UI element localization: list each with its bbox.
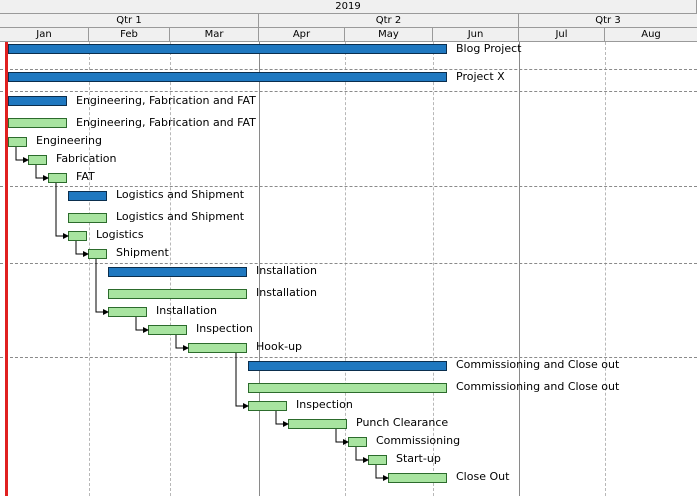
- label-project-x: Project X: [456, 70, 505, 83]
- gridline-apr: [259, 42, 260, 496]
- label-installation-baseline: Installation: [256, 286, 317, 299]
- label-close-out: Close Out: [456, 470, 510, 483]
- label-logistics-and-shipment-baseline: Logistics and Shipment: [116, 210, 245, 223]
- task-bar-engineering[interactable]: [8, 137, 27, 147]
- label-logistics-and-shipment: Logistics and Shipment: [116, 188, 245, 201]
- label-logistics: Logistics: [96, 228, 144, 241]
- month-header-feb: Feb: [89, 28, 170, 42]
- gridline-jul: [519, 42, 520, 496]
- label-inspection-2: Inspection: [296, 398, 353, 411]
- separator: [0, 263, 697, 264]
- month-header-jun: Jun: [433, 28, 519, 42]
- separator: [0, 69, 697, 70]
- month-header-jul: Jul: [519, 28, 605, 42]
- label-engineering-fabrication-fat: Engineering, Fabrication and FAT: [76, 94, 256, 107]
- month-header-jan: Jan: [0, 28, 89, 42]
- gridline-may: [345, 42, 346, 496]
- separator: [0, 186, 697, 187]
- label-installation-summary: Installation: [256, 264, 317, 277]
- gridline-jun: [433, 42, 434, 496]
- baseline-bar-installation[interactable]: [108, 289, 247, 299]
- label-fat: FAT: [76, 170, 95, 183]
- label-inspection: Inspection: [196, 322, 253, 335]
- label-shipment: Shipment: [116, 246, 169, 259]
- baseline-bar-commissioning-and-close-out[interactable]: [248, 383, 447, 393]
- quarter-header-q2: Qtr 2: [259, 14, 519, 28]
- quarter-header-q1: Qtr 1: [0, 14, 259, 28]
- label-punch-clearance: Punch Clearance: [356, 416, 449, 429]
- gridline-feb: [89, 42, 90, 496]
- label-engineering: Engineering: [36, 134, 102, 147]
- baseline-bar-engineering-fabrication-fat[interactable]: [8, 118, 67, 128]
- label-start-up: Start-up: [396, 452, 441, 465]
- summary-bar-commissioning-and-close-out[interactable]: [248, 361, 447, 371]
- summary-bar-engineering-fabrication-fat[interactable]: [8, 96, 67, 106]
- label-engineering-fabrication-fat-baseline: Engineering, Fabrication and FAT: [76, 116, 256, 129]
- summary-bar-installation[interactable]: [108, 267, 247, 277]
- summary-bar-logistics-and-shipment[interactable]: [68, 191, 107, 201]
- baseline-bar-logistics-and-shipment[interactable]: [68, 213, 107, 223]
- label-hook-up: Hook-up: [256, 340, 303, 353]
- label-commissioning-and-close-out: Commissioning and Close out: [456, 358, 620, 371]
- label-blog-project: Blog Project: [456, 42, 522, 55]
- label-commissioning-and-close-out-baseline: Commissioning and Close out: [456, 380, 620, 393]
- month-header-may: May: [345, 28, 433, 42]
- label-fabrication: Fabrication: [56, 152, 117, 165]
- quarter-header-q3: Qtr 3: [519, 14, 697, 28]
- separator: [0, 91, 697, 92]
- summary-bar-blog-project[interactable]: [8, 44, 447, 54]
- month-header-mar: Mar: [170, 28, 259, 42]
- label-installation: Installation: [156, 304, 217, 317]
- separator: [0, 357, 697, 358]
- month-header-apr: Apr: [259, 28, 345, 42]
- label-commissioning: Commissioning: [376, 434, 461, 447]
- gridline-aug: [605, 42, 606, 496]
- status-date-line: [5, 42, 8, 496]
- month-header-aug: Aug: [605, 28, 697, 42]
- summary-bar-project-x[interactable]: [8, 72, 447, 82]
